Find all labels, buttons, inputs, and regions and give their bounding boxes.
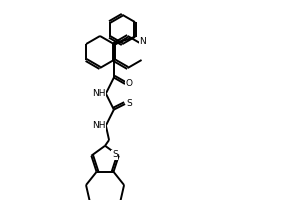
Text: S: S — [126, 98, 132, 108]
Text: NH: NH — [92, 121, 106, 130]
Text: O: O — [126, 78, 133, 88]
Text: S: S — [112, 150, 118, 159]
Text: N: N — [139, 36, 146, 46]
Text: NH: NH — [92, 89, 106, 98]
